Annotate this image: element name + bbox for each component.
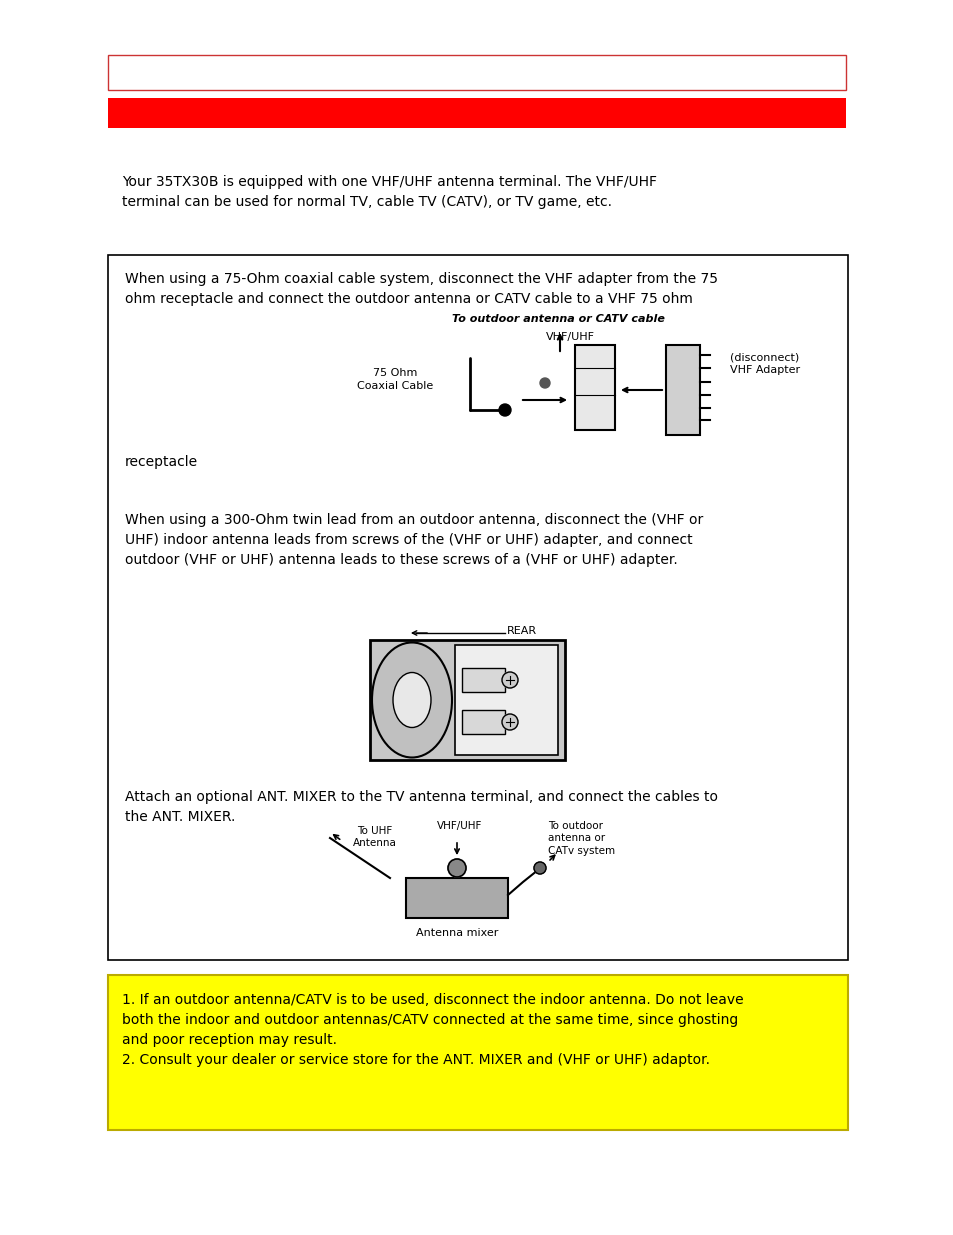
Text: VHF/UHF: VHF/UHF [545, 332, 594, 342]
Bar [575, 345, 615, 430]
Text: VHF/UHF: VHF/UHF [436, 821, 482, 831]
Circle shape [501, 672, 517, 688]
Bar [455, 645, 558, 755]
Bar [108, 98, 845, 128]
Circle shape [498, 404, 511, 416]
Text: To outdoor
antenna or
CATv system: To outdoor antenna or CATv system [547, 821, 615, 856]
Text: When using a 300-Ohm twin lead from an outdoor antenna, disconnect the (VHF or
U: When using a 300-Ohm twin lead from an o… [125, 513, 702, 567]
Text: (disconnect)
VHF Adapter: (disconnect) VHF Adapter [729, 352, 800, 375]
Circle shape [539, 378, 550, 388]
Bar [108, 56, 845, 90]
Text: Attach an optional ANT. MIXER to the TV antenna terminal, and connect the cables: Attach an optional ANT. MIXER to the TV … [125, 790, 718, 824]
Circle shape [501, 714, 517, 730]
Text: To outdoor antenna or CATV cable: To outdoor antenna or CATV cable [451, 314, 663, 324]
Bar [461, 668, 504, 692]
Bar [665, 345, 700, 435]
Text: 75 Ohm
Coaxial Cable: 75 Ohm Coaxial Cable [356, 368, 433, 391]
Text: When using a 75-Ohm coaxial cable system, disconnect the VHF adapter from the 75: When using a 75-Ohm coaxial cable system… [125, 272, 718, 306]
Bar [108, 974, 847, 1130]
Bar [461, 710, 504, 734]
Text: REAR: REAR [506, 626, 537, 636]
Text: Your 35TX30B is equipped with one VHF/UHF antenna terminal. The VHF/UHF
terminal: Your 35TX30B is equipped with one VHF/UH… [122, 175, 657, 209]
Text: receptacle: receptacle [125, 454, 198, 469]
Text: Antenna mixer: Antenna mixer [416, 927, 497, 939]
Ellipse shape [372, 642, 452, 757]
Bar [370, 640, 564, 760]
Ellipse shape [393, 673, 431, 727]
Circle shape [534, 862, 545, 874]
Text: To UHF
Antenna: To UHF Antenna [353, 826, 396, 848]
Bar [406, 878, 507, 918]
Circle shape [448, 860, 465, 877]
Bar [108, 254, 847, 960]
Text: 1. If an outdoor antenna/CATV is to be used, disconnect the indoor antenna. Do n: 1. If an outdoor antenna/CATV is to be u… [122, 993, 742, 1067]
